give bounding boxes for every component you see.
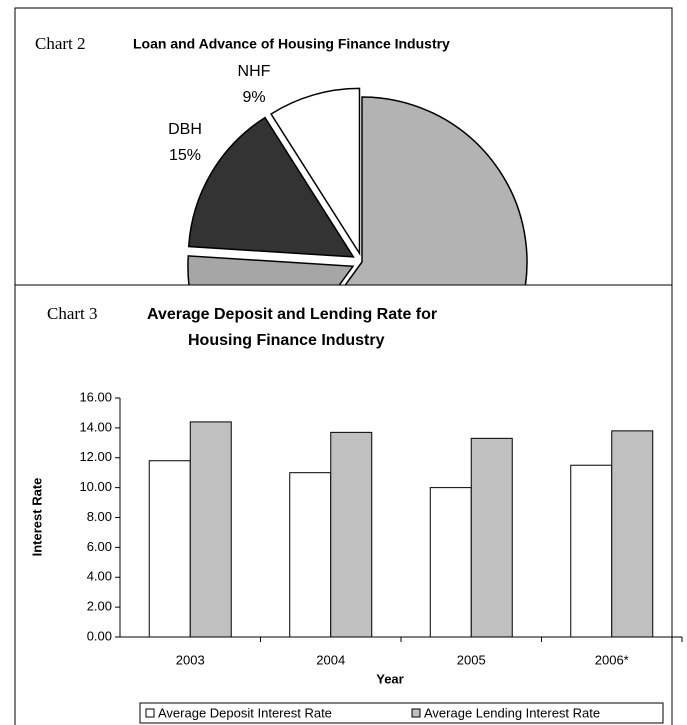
bar — [429, 487, 472, 638]
bar — [570, 464, 613, 638]
bar — [470, 437, 513, 638]
chart-2-title: Loan and Advance of Housing Finance Indu… — [133, 36, 450, 52]
slice-label: DBH — [168, 121, 202, 138]
bar-area: 0.00 2.00 4.00 6.00 8.00 10.00 12.00 14.00 16.00… — [79, 389, 683, 720]
legend-swatch — [411, 708, 421, 718]
pie-slice — [344, 96, 528, 285]
pie-area — [187, 87, 528, 285]
bar — [330, 431, 373, 638]
slice-value-label: 15% — [169, 147, 201, 164]
bar — [189, 421, 232, 638]
y-tick-label: 16.00 — [79, 389, 112, 404]
x-tick-label: 2005 — [457, 652, 486, 667]
chart-3-title: Average Deposit and Lending Rate for — [147, 306, 437, 323]
slice-value-label: 9% — [242, 89, 265, 106]
y-tick-label: 8.00 — [87, 509, 112, 524]
y-tick-label: 4.00 — [87, 569, 112, 584]
legend-swatch — [145, 708, 155, 718]
legend-frame — [139, 702, 664, 724]
y-tick-label: 0.00 — [87, 628, 112, 643]
pie-slice — [187, 255, 355, 285]
bar — [148, 460, 191, 638]
chart-3-frame — [14, 284, 673, 725]
legend-label: Average Deposit Interest Rate — [158, 705, 332, 720]
chart-3-label: Chart 3 — [47, 304, 98, 323]
x-axis-label: Year — [376, 671, 403, 686]
y-axis-label: Interest Rate — [29, 478, 44, 557]
chart-3-title: Housing Finance Industry — [188, 332, 385, 349]
y-tick-label: 10.00 — [79, 479, 112, 494]
x-tick-label: 2003 — [176, 652, 205, 667]
y-tick-label: 2.00 — [87, 599, 112, 614]
pie-slice — [270, 87, 361, 256]
y-tick-label: 14.00 — [79, 419, 112, 434]
slice-label: NHF — [238, 63, 271, 80]
pie-slice — [187, 116, 355, 258]
y-tick-label: 6.00 — [87, 539, 112, 554]
chart-2-label: Chart 2 — [35, 34, 86, 53]
x-tick-label: 2004 — [316, 652, 345, 667]
legend-label: Average Lending Interest Rate — [424, 705, 600, 720]
y-tick-label: 12.00 — [79, 449, 112, 464]
x-tick-label: 2006* — [595, 652, 629, 667]
bar — [289, 472, 332, 638]
bar — [611, 430, 654, 638]
